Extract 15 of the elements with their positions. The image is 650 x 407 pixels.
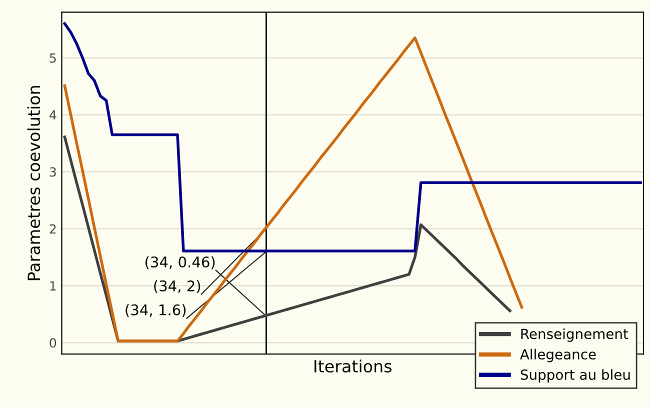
line-series	[63, 22, 642, 252]
annotation: (34, 1.6)	[126, 304, 186, 318]
y-tick-label: 4	[50, 110, 56, 120]
y-axis-title: Parametres coevolution	[27, 86, 40, 280]
legend-label: Renseignement	[521, 328, 628, 342]
legend-label: Allegeance	[520, 348, 596, 362]
y-tick-label: 5	[50, 53, 56, 63]
y-tick-label: 1	[50, 281, 56, 290]
annotation: (34, 2)	[154, 280, 200, 294]
annotation: (34, 0.46)	[145, 256, 215, 270]
x-axis-title: Iterations	[314, 360, 392, 373]
y-tick-label: 2	[50, 224, 56, 234]
legend-label: Support au bleu	[520, 369, 630, 383]
y-tick-label: 3	[50, 167, 56, 177]
y-tick-label: 0	[50, 338, 56, 348]
